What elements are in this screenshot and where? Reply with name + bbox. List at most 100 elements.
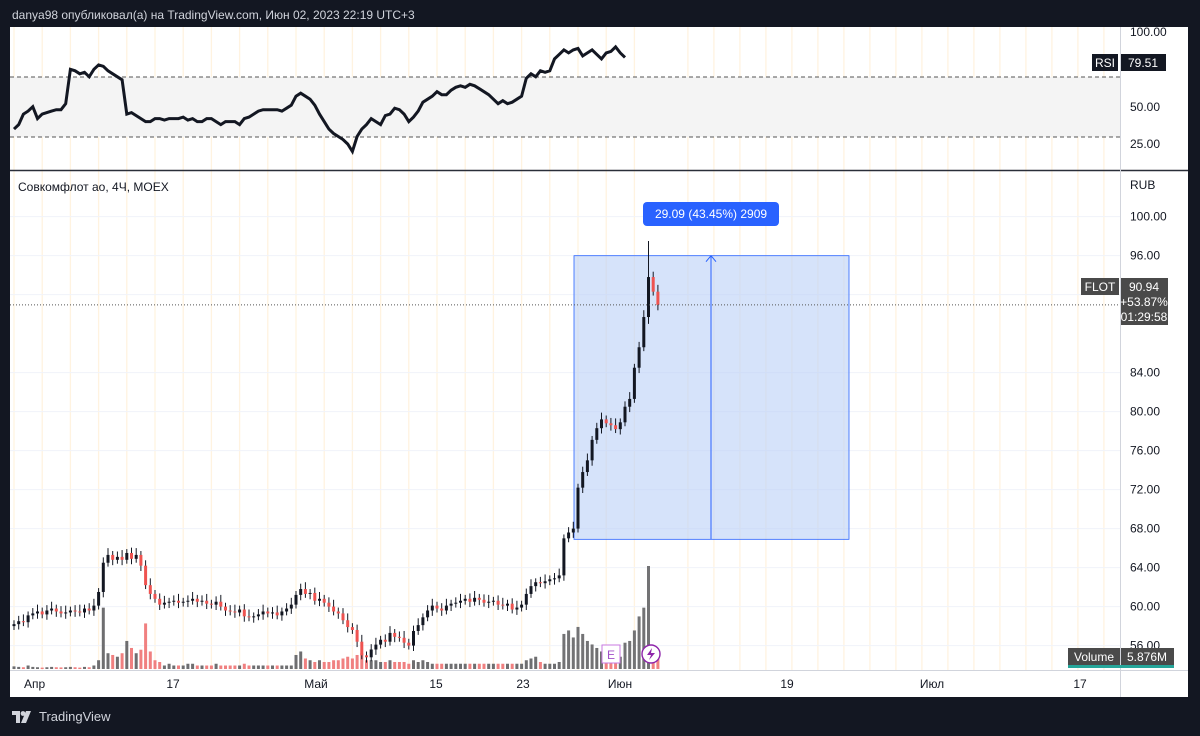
candle-body (322, 598, 326, 603)
candle-body (412, 630, 415, 646)
price-grid (10, 216, 1120, 647)
volume-bar (571, 637, 575, 669)
candle-body (242, 609, 246, 617)
candle-body (285, 608, 289, 612)
candle-body (172, 600, 176, 602)
candle-body (346, 620, 350, 628)
volume-bar (97, 660, 101, 669)
candle-body (294, 594, 298, 605)
candle-body (64, 612, 68, 614)
candle-body (336, 611, 340, 614)
volume-bar (78, 667, 82, 669)
candle-body (553, 578, 556, 580)
volume-bar (64, 667, 68, 669)
volume-bar (54, 667, 58, 669)
candle-body (604, 419, 608, 424)
volume-bar (111, 654, 115, 669)
volume-bar (562, 633, 566, 669)
candle-body (125, 552, 129, 560)
volume-bar (444, 663, 448, 669)
volume-bar (473, 663, 477, 669)
volume-bar (336, 660, 340, 669)
candle-body (435, 605, 439, 609)
last-price-box (1121, 278, 1168, 325)
volume-bar (167, 663, 171, 669)
volume-bar (134, 653, 138, 669)
volume-bar (266, 665, 270, 669)
candle-body (637, 347, 641, 368)
candle-body (87, 608, 91, 611)
candle-body (139, 554, 143, 566)
volume-bar (17, 666, 21, 669)
candle-body (585, 460, 589, 473)
lightning-icon (647, 648, 655, 660)
candle-body (567, 532, 571, 539)
volume-bar (115, 656, 119, 669)
candle-body (491, 600, 495, 602)
candle-body (520, 604, 524, 608)
volume-bar (238, 665, 242, 669)
volume-bar (12, 666, 16, 669)
volume-bar (271, 665, 274, 669)
candle-body (459, 600, 462, 603)
candle-body (327, 602, 331, 607)
chart-frame[interactable]: 29.09 (43.45%) 2909 100.0096.0092.0084.0… (10, 25, 1188, 697)
volume-bar (92, 665, 96, 669)
candle-body (393, 632, 397, 637)
candle-body (36, 611, 39, 614)
volume-bar (73, 667, 77, 669)
earnings-event-icon[interactable] (601, 644, 621, 664)
volume-bar (252, 665, 256, 669)
candle-body (313, 592, 317, 601)
symbol-tag-box (1081, 278, 1119, 295)
volume-bar (506, 663, 509, 669)
candle-body (369, 649, 373, 658)
rsi-axis-ticks: 100.00 50.00 25.00 (1130, 25, 1167, 151)
candle-body (651, 277, 655, 292)
candle-body (106, 554, 110, 563)
candle-body (303, 589, 307, 594)
chart-title: Совкомфлот ао, 4Ч, MOEX (18, 180, 169, 194)
last-price-value: 90.94 (1129, 280, 1159, 294)
volume-bar (520, 663, 524, 669)
last-price-change: +53.87% (1120, 295, 1168, 309)
candle-body (524, 593, 528, 605)
volume-bar (581, 633, 585, 669)
candle-body (576, 487, 580, 529)
candle-body (402, 637, 406, 643)
volume-bar (224, 665, 227, 669)
candle-body (40, 611, 44, 615)
candle-body (144, 565, 148, 586)
volume-bar (153, 660, 157, 669)
volume-bar (36, 667, 39, 669)
publish-header: danya98 опубликовал(а) на TradingView.co… (12, 8, 415, 22)
chart-canvas[interactable]: 29.09 (43.45%) 2909 100.0096.0092.0084.0… (10, 25, 1188, 697)
candle-body (256, 614, 260, 617)
candle-body (101, 562, 105, 592)
rsi-label: RSI (1095, 56, 1115, 70)
candle-body (529, 586, 533, 594)
candle-body (581, 472, 585, 488)
time-tick-label: Июл (920, 677, 944, 691)
volume-bar (45, 667, 49, 669)
volume-bar (426, 661, 430, 669)
volume-bar (261, 665, 265, 669)
volume-bar (355, 654, 359, 669)
volume-bar (219, 665, 223, 669)
volume-bar (200, 665, 204, 669)
volume-bar (40, 667, 44, 669)
price-tick-label: 64.00 (1130, 561, 1160, 575)
candle-body (45, 610, 49, 615)
volume-bar (322, 661, 326, 669)
candle-body (12, 624, 16, 627)
bar-countdown: 01:29:58 (1121, 310, 1168, 324)
candle-body (487, 601, 491, 603)
volume-bar (463, 663, 467, 669)
volume-bar (195, 665, 199, 669)
price-tick-label: 72.00 (1130, 483, 1160, 497)
tradingview-logo[interactable]: TradingView (12, 709, 111, 724)
volume-bar (158, 661, 162, 669)
volume-value: 5.876M (1127, 650, 1167, 664)
rsi-band-fill (10, 77, 1120, 137)
volume-bar (647, 566, 650, 669)
